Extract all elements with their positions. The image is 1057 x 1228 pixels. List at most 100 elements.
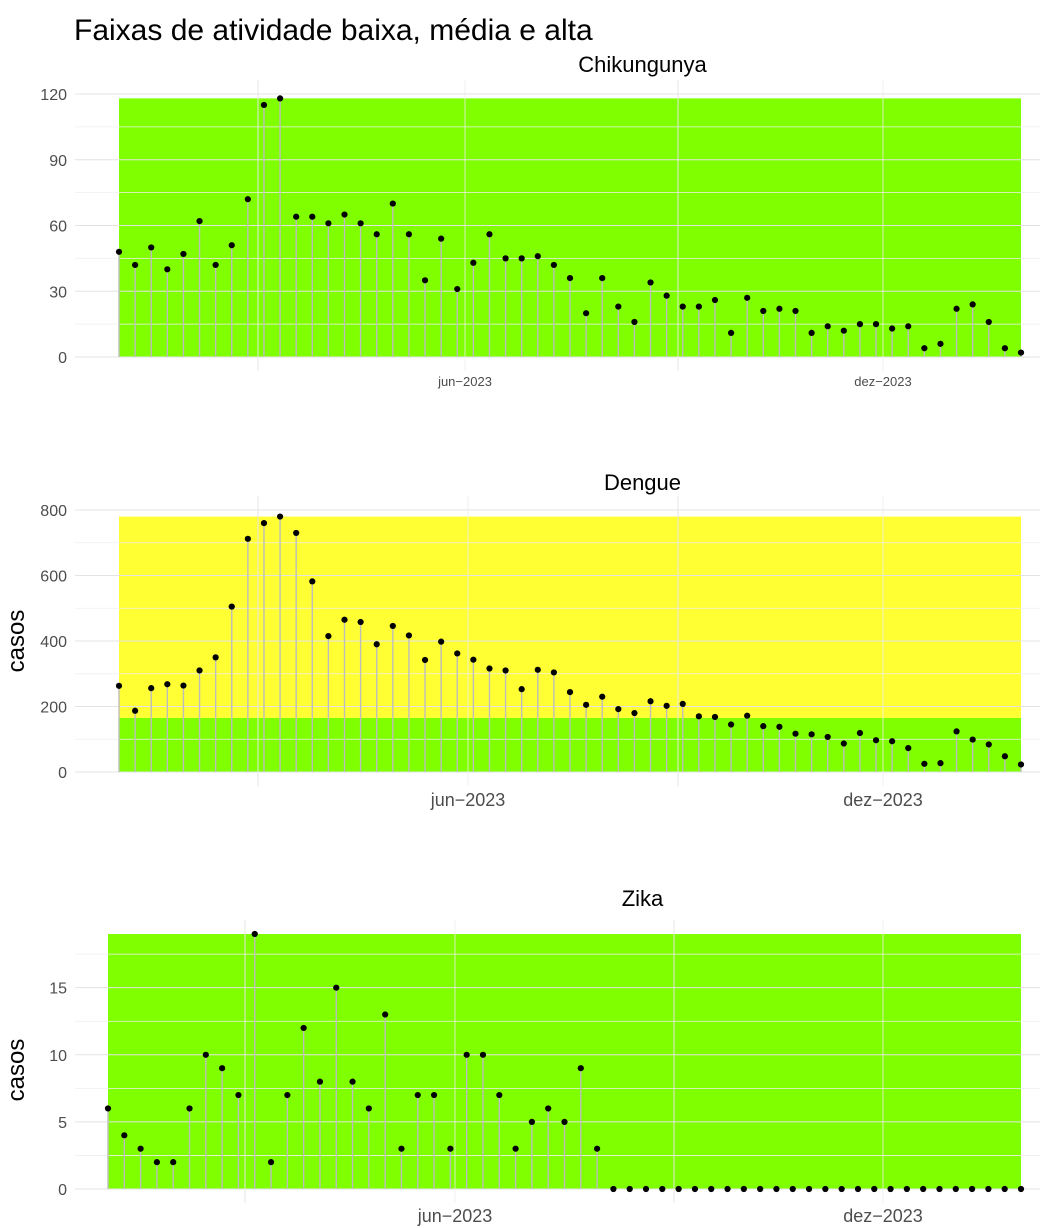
data-point bbox=[871, 1185, 878, 1193]
y-axis-label: casos bbox=[3, 1039, 30, 1102]
data-point bbox=[534, 253, 541, 260]
data-point bbox=[936, 1185, 943, 1193]
y-tick-label: 60 bbox=[49, 219, 67, 236]
panel-title: Zika bbox=[622, 886, 664, 911]
data-point bbox=[180, 250, 187, 258]
x-tick-label: jun−2023 bbox=[430, 790, 506, 810]
data-point bbox=[711, 296, 719, 304]
data-point bbox=[518, 255, 525, 262]
data-point bbox=[838, 1185, 845, 1193]
data-point bbox=[937, 760, 944, 767]
data-point bbox=[905, 744, 912, 752]
data-point bbox=[373, 231, 380, 238]
data-point bbox=[872, 737, 880, 744]
data-point bbox=[740, 1185, 747, 1193]
data-point bbox=[903, 1185, 910, 1193]
data-point bbox=[512, 1145, 519, 1152]
data-point bbox=[599, 275, 606, 282]
data-point bbox=[349, 1078, 356, 1085]
data-point bbox=[760, 723, 767, 730]
data-point bbox=[170, 1159, 177, 1166]
data-point bbox=[115, 682, 123, 689]
y-tick-label: 600 bbox=[40, 569, 67, 586]
data-point bbox=[228, 603, 235, 610]
y-tick-label: 90 bbox=[49, 153, 67, 170]
data-point bbox=[502, 667, 509, 674]
data-point bbox=[561, 1118, 568, 1125]
data-point bbox=[414, 1091, 421, 1099]
data-point bbox=[196, 667, 203, 674]
data-point bbox=[421, 277, 429, 284]
data-point bbox=[463, 1051, 470, 1058]
data-point bbox=[357, 618, 364, 626]
data-point bbox=[333, 984, 340, 991]
data-point bbox=[805, 1185, 813, 1193]
data-point bbox=[856, 321, 864, 328]
data-point bbox=[421, 656, 429, 664]
data-point bbox=[164, 266, 171, 273]
data-point bbox=[300, 1024, 307, 1032]
y-tick-label: 400 bbox=[40, 634, 67, 651]
y-tick-label: 15 bbox=[49, 981, 67, 998]
data-point bbox=[727, 329, 735, 336]
data-point bbox=[405, 231, 413, 238]
x-tick-label: dez−2023 bbox=[843, 790, 923, 810]
data-point bbox=[566, 275, 574, 282]
y-tick-label: 0 bbox=[58, 350, 67, 367]
data-point bbox=[251, 930, 258, 938]
data-point bbox=[309, 213, 316, 220]
data-point bbox=[447, 1145, 454, 1152]
data-point bbox=[679, 303, 686, 310]
data-point bbox=[486, 665, 493, 672]
data-point bbox=[953, 305, 960, 312]
data-point bbox=[430, 1091, 438, 1099]
data-point bbox=[872, 321, 880, 328]
data-point bbox=[887, 1185, 894, 1193]
data-point bbox=[610, 1185, 617, 1193]
data-point bbox=[953, 728, 960, 735]
data-point bbox=[341, 616, 348, 623]
y-tick-label: 0 bbox=[58, 1182, 67, 1199]
data-point bbox=[744, 294, 751, 301]
data-point bbox=[626, 1185, 633, 1193]
data-point bbox=[260, 520, 268, 527]
data-point bbox=[969, 736, 976, 743]
data-point bbox=[357, 220, 364, 227]
data-point bbox=[137, 1145, 144, 1152]
data-point bbox=[373, 641, 380, 648]
data-point bbox=[985, 318, 992, 326]
data-point bbox=[760, 307, 767, 315]
data-point bbox=[822, 1185, 829, 1193]
data-point bbox=[132, 261, 139, 269]
data-point bbox=[196, 218, 203, 225]
data-point bbox=[921, 345, 928, 352]
y-tick-label: 0 bbox=[58, 765, 67, 782]
data-point bbox=[309, 578, 316, 585]
data-point bbox=[856, 729, 864, 737]
data-point bbox=[695, 713, 702, 720]
data-point bbox=[1001, 345, 1008, 352]
data-point bbox=[545, 1105, 552, 1112]
data-point bbox=[534, 666, 541, 673]
data-point bbox=[840, 327, 847, 334]
data-point bbox=[153, 1159, 161, 1166]
data-point bbox=[267, 1159, 275, 1166]
data-point bbox=[792, 730, 799, 737]
page-title: Faixas de atividade baixa, média e alta bbox=[74, 14, 593, 47]
data-point bbox=[921, 760, 928, 767]
data-point bbox=[631, 318, 638, 326]
data-point bbox=[808, 731, 815, 738]
data-point bbox=[695, 303, 702, 310]
data-point bbox=[382, 1011, 389, 1018]
data-point bbox=[647, 698, 654, 705]
data-point bbox=[389, 200, 396, 207]
data-point bbox=[496, 1091, 503, 1099]
data-point bbox=[365, 1105, 372, 1112]
data-point bbox=[470, 259, 477, 266]
data-point bbox=[952, 1185, 959, 1193]
data-point bbox=[1017, 1185, 1025, 1193]
data-point bbox=[985, 1185, 992, 1193]
data-point bbox=[228, 242, 235, 249]
data-point bbox=[577, 1065, 584, 1072]
